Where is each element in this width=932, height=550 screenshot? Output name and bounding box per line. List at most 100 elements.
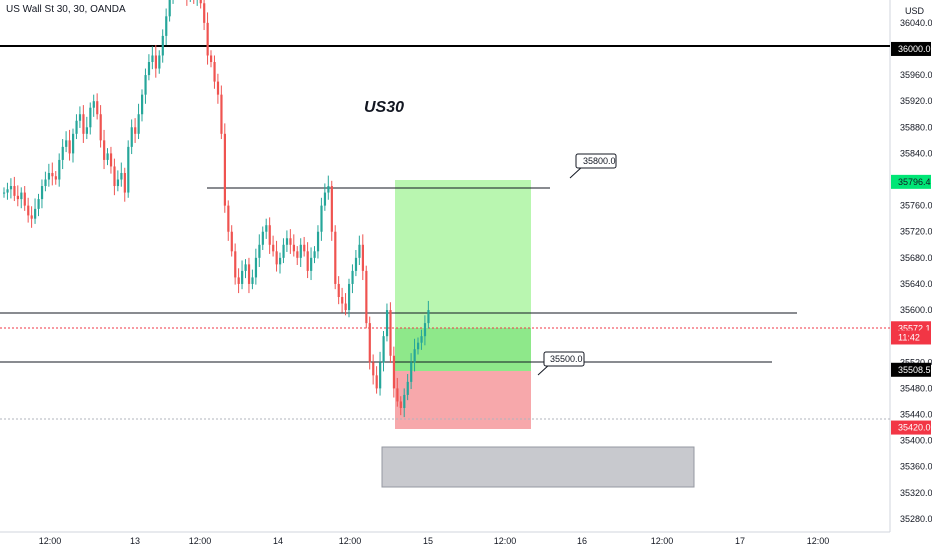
candle-body xyxy=(330,186,333,232)
candle-body xyxy=(99,114,102,141)
candle-body xyxy=(396,388,399,402)
candle-body xyxy=(299,244,302,258)
candle-body xyxy=(348,283,351,311)
price-badge-text: 11:42 xyxy=(898,332,920,342)
candle-body xyxy=(354,257,358,271)
stop-zone xyxy=(395,371,531,429)
y-tick-label: 35600.0 xyxy=(900,305,932,315)
candle-body xyxy=(365,270,368,324)
candle-body xyxy=(275,251,278,265)
x-tick-label: 12:00 xyxy=(651,536,674,546)
candle-body xyxy=(410,362,413,382)
candle-body xyxy=(144,75,147,95)
candle-body xyxy=(351,270,354,284)
candle-body xyxy=(158,55,161,69)
candle-body xyxy=(358,244,361,258)
candle-body xyxy=(227,205,230,232)
y-tick-label: 35840.0 xyxy=(900,148,932,158)
candle-body xyxy=(92,101,95,108)
y-axis-ticks: 36040.0 35960.0 35920.0 35880.0 35840.0 35760… xyxy=(900,18,932,524)
candle-body xyxy=(389,310,392,356)
x-tick-label: 12:00 xyxy=(339,536,362,546)
y-tick-label: 35920.0 xyxy=(900,96,932,106)
callout-35800: 35800.0 xyxy=(569,153,617,179)
candle-body xyxy=(306,251,309,271)
candle-body xyxy=(151,55,154,63)
price-badge xyxy=(891,362,931,377)
candle-body xyxy=(316,231,320,252)
candle-body xyxy=(51,172,54,177)
candle-body xyxy=(320,205,323,232)
y-tick-label: 35440.0 xyxy=(900,410,932,420)
candle-body xyxy=(254,257,258,278)
candle-body xyxy=(13,186,16,196)
candle-body xyxy=(168,0,171,17)
candle-body xyxy=(216,81,220,95)
candle-body xyxy=(268,225,271,245)
x-tick-label: 14 xyxy=(273,536,283,546)
candle-body xyxy=(134,127,137,134)
candle-body xyxy=(37,199,40,209)
candle-body xyxy=(406,381,409,395)
y-tick-label: 35520.0 xyxy=(900,357,932,367)
candle-body xyxy=(30,215,33,219)
y-tick-label: 35760.0 xyxy=(900,201,932,211)
y-tick-label: 35320.0 xyxy=(900,488,932,498)
candle-body xyxy=(272,244,275,252)
callout-35800-text: 35800.0 xyxy=(583,156,616,166)
candle-body xyxy=(337,283,340,298)
candle-body xyxy=(334,231,337,284)
candle-body xyxy=(96,101,99,115)
candle-body xyxy=(372,362,375,376)
price-badge xyxy=(891,41,931,56)
x-tick-label: 17 xyxy=(735,536,745,546)
y-tick-label: 35960.0 xyxy=(900,70,932,80)
candle-body xyxy=(210,55,213,63)
candle-body xyxy=(296,251,299,258)
y-tick-label: 35400.0 xyxy=(900,436,932,446)
candle-body xyxy=(313,251,316,258)
target-zone xyxy=(395,180,531,328)
candle-body xyxy=(289,238,292,245)
candle-body xyxy=(165,16,168,36)
candle-body xyxy=(310,257,313,271)
candle-body xyxy=(116,179,120,187)
candle-body xyxy=(241,270,244,284)
candle-body xyxy=(78,114,82,121)
candle-body xyxy=(72,133,75,154)
candle-body xyxy=(20,192,23,200)
candle-body xyxy=(130,127,133,147)
candle-body xyxy=(368,323,371,363)
price-badge xyxy=(891,420,931,435)
candle-body xyxy=(413,349,416,363)
candle-body xyxy=(54,176,57,180)
candle-body xyxy=(123,172,126,193)
candle-body xyxy=(230,231,233,252)
y-tick-label: 35680.0 xyxy=(900,253,932,263)
candle-body xyxy=(399,401,402,408)
price-badge-text: 35796.4 xyxy=(898,177,931,187)
candle-body xyxy=(61,146,64,160)
candle-body xyxy=(58,159,61,180)
candle-body xyxy=(147,62,151,76)
candle-body xyxy=(385,310,389,337)
axis-currency-label: USD xyxy=(904,6,924,16)
candle-body xyxy=(75,120,78,134)
candle-body xyxy=(285,238,289,245)
y-tick-label: 35360.0 xyxy=(900,462,932,472)
candle-body xyxy=(361,244,364,271)
x-tick-label: 12:00 xyxy=(807,536,830,546)
candle-body xyxy=(427,310,430,324)
candle-body xyxy=(141,94,144,115)
candle-body xyxy=(3,192,6,194)
candle-body xyxy=(379,362,382,389)
candle-body xyxy=(23,192,26,206)
candle-body xyxy=(47,172,51,180)
candle-body xyxy=(382,336,385,363)
candle-body xyxy=(265,225,268,232)
x-axis-ticks: 12:00 13 12:00 14 12:00 15 12:00 16 12:00 17 12:00 xyxy=(39,536,830,546)
candle-body xyxy=(375,375,378,389)
y-tick-label: 35880.0 xyxy=(900,122,932,132)
candle-body xyxy=(6,189,9,193)
